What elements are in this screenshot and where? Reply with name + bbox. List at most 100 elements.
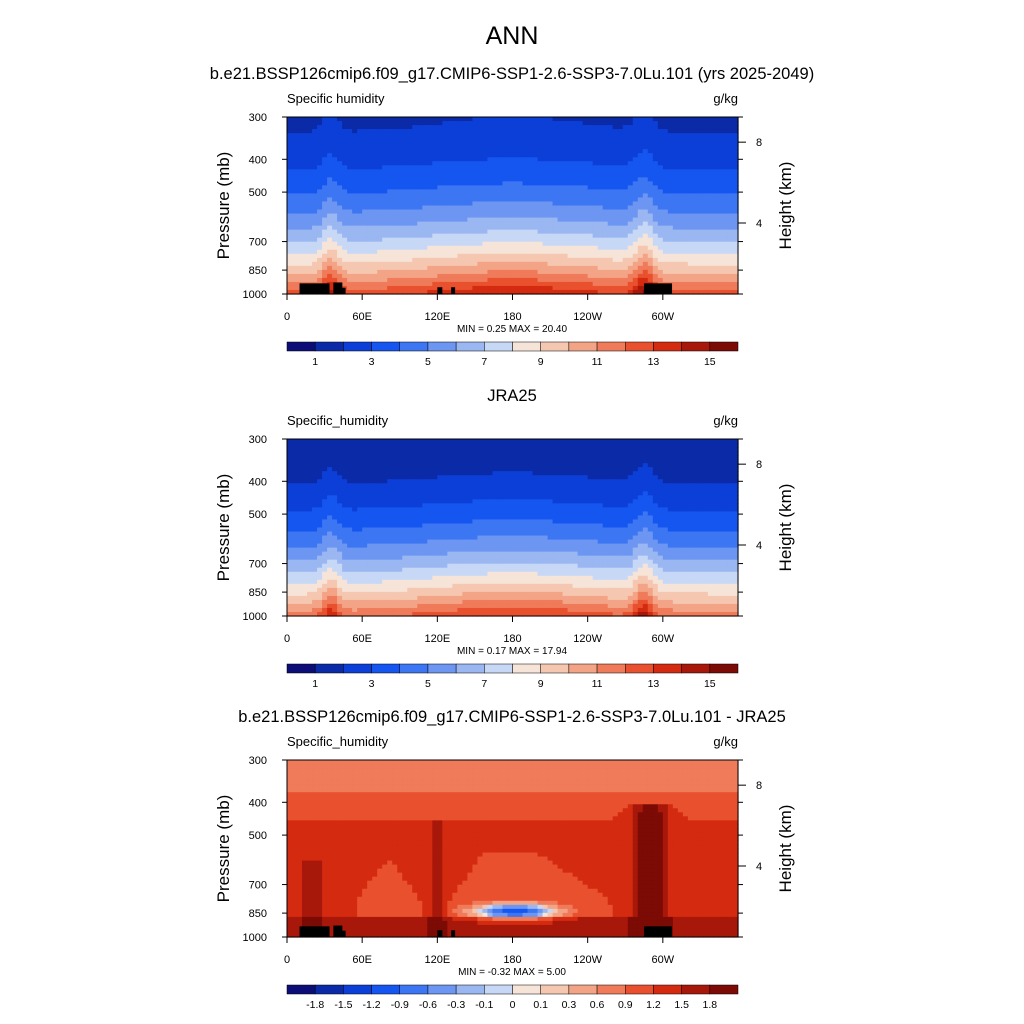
heatmap-cell: [472, 229, 479, 235]
heatmap-cell: [672, 273, 679, 279]
heatmap-cell: [417, 141, 423, 146]
heatmap-cell: [402, 165, 408, 170]
heatmap-cell: [322, 125, 328, 130]
heatmap-cell: [432, 157, 438, 162]
heatmap-cell: [727, 161, 734, 166]
heatmap-cell: [657, 217, 664, 223]
heatmap-cell: [362, 447, 368, 452]
heatmap-cell: [432, 197, 438, 203]
heatmap-cell: [362, 141, 368, 146]
heatmap-cell: [462, 221, 468, 227]
heatmap-cell: [582, 129, 589, 134]
heatmap-cell: [532, 269, 539, 275]
heatmap-cell: [372, 177, 378, 182]
heatmap-cell: [582, 269, 589, 275]
heatmap-cell: [622, 125, 629, 130]
heatmap-cell: [632, 201, 639, 207]
heatmap-cell: [302, 201, 308, 207]
heatmap-cell: [412, 261, 418, 267]
heatmap-cell: [612, 253, 619, 259]
heatmap-cell: [717, 185, 724, 191]
heatmap-cell: [297, 555, 303, 561]
heatmap-cell: [652, 217, 659, 223]
heatmap-cell: [402, 137, 408, 142]
heatmap-cell: [322, 607, 328, 613]
heatmap-cell: [537, 193, 544, 199]
heatmap-cell: [527, 157, 534, 162]
heatmap-cell: [627, 213, 634, 219]
heatmap-cell: [452, 177, 458, 182]
heatmap-cell: [527, 285, 534, 291]
heatmap-cell: [427, 193, 433, 199]
heatmap-cell: [557, 145, 564, 150]
heatmap-cell: [527, 209, 534, 215]
heatmap-cell: [372, 289, 378, 295]
heatmap-cell: [702, 117, 709, 122]
heatmap-cell: [302, 511, 308, 517]
heatmap-cell: [457, 145, 463, 150]
heatmap-cell: [317, 443, 323, 448]
heatmap-cell: [592, 169, 599, 174]
heatmap-cell: [562, 157, 569, 162]
heatmap-cell: [377, 547, 383, 553]
heatmap-cell: [342, 201, 348, 207]
heatmap-cell: [497, 129, 504, 134]
heatmap-cell: [572, 173, 579, 178]
heatmap-cell: [352, 563, 358, 569]
heatmap-cell: [602, 265, 609, 271]
heatmap-cell: [487, 173, 494, 178]
heatmap-cell: [607, 125, 614, 130]
heatmap-cell: [587, 201, 594, 207]
heatmap-cell: [702, 229, 709, 235]
heatmap-cell: [662, 157, 669, 162]
heatmap-cell: [422, 273, 428, 279]
heatmap-cell: [637, 173, 644, 178]
heatmap-cell: [357, 261, 363, 267]
heatmap-cell: [347, 523, 353, 529]
heatmap-cell: [732, 229, 739, 235]
heatmap-cell: [307, 519, 313, 525]
heatmap-cell: [312, 455, 318, 460]
heatmap-cell: [672, 241, 679, 247]
heatmap-cell: [692, 149, 699, 154]
heatmap-cell: [662, 277, 669, 283]
heatmap-cell: [332, 237, 338, 243]
heatmap-cell: [317, 591, 323, 597]
heatmap-cell: [477, 189, 484, 195]
heatmap-cell: [317, 595, 323, 601]
heatmap-cell: [327, 599, 333, 605]
heatmap-cell: [402, 153, 408, 158]
heatmap-cell: [432, 201, 438, 207]
heatmap-cell: [547, 233, 554, 239]
heatmap-cell: [652, 213, 659, 219]
heatmap-cell: [512, 241, 519, 247]
heatmap-cell: [557, 229, 564, 235]
heatmap-cell: [702, 149, 709, 154]
heatmap-cell: [387, 245, 393, 251]
heatmap-cell: [522, 153, 529, 158]
heatmap-cell: [307, 149, 313, 154]
heatmap-cell: [412, 165, 418, 170]
heatmap-cell: [457, 233, 463, 239]
heatmap-cell: [622, 133, 629, 138]
heatmap-cell: [637, 177, 644, 182]
heatmap-cell: [617, 173, 624, 178]
heatmap-cell: [322, 479, 328, 484]
heatmap-cell: [572, 213, 579, 219]
heatmap-cell: [402, 233, 408, 239]
heatmap-cell: [422, 149, 428, 154]
heatmap-cell: [562, 165, 569, 170]
heatmap-cell: [312, 603, 318, 609]
heatmap-cell: [497, 209, 504, 215]
heatmap-cell: [577, 253, 584, 259]
heatmap-cell: [552, 121, 559, 126]
heatmap-cell: [727, 185, 734, 191]
heatmap-cell: [347, 487, 353, 492]
heatmap-cell: [602, 225, 609, 231]
heatmap-cell: [407, 169, 413, 174]
heatmap-cell: [647, 221, 654, 227]
heatmap-cell: [467, 233, 474, 239]
heatmap-cell: [537, 153, 544, 158]
heatmap-cell: [442, 125, 448, 130]
heatmap-cell: [367, 439, 373, 444]
